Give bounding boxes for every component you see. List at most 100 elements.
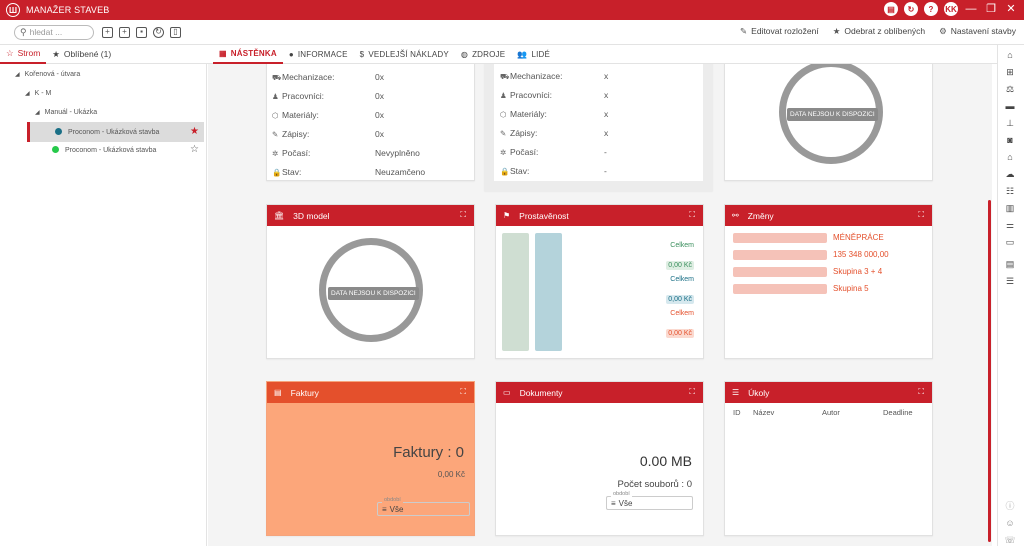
edit-layout-button[interactable]: ✎ Editovat rozložení [740,26,819,36]
add-folder-icon[interactable]: + [119,26,130,38]
info-value: x [604,128,609,138]
person-icon: ♟ [500,91,507,100]
invoice-amount: 0,00 Kč [437,470,465,479]
expand-icon[interactable]: ⛶ [918,387,924,396]
support-icon[interactable]: ☺ [1005,518,1015,528]
flag-icon: ⚑ [503,211,511,220]
info-row: ⬡ Materiály: [272,110,319,120]
expand-icon[interactable]: ⛶ [689,387,695,396]
card-3d-model: 🏛 3D model ⛶ DATA NEJSOU K DISPOZICI [266,204,475,359]
column-header[interactable]: Deadline [883,408,913,417]
expand-icon[interactable]: ⛶ [918,210,924,219]
home-icon[interactable]: ⌂ [1007,50,1013,60]
add-document-icon[interactable]: ⊞ [1006,67,1014,77]
monitor-icon[interactable]: ▭ [1005,237,1015,247]
camera-icon[interactable]: ◙ [1007,135,1013,145]
toolbar: ⚲ hledat ... + + ▪ ↻ ▯ ✎ Editovat rozložen… [0,20,1024,45]
info-icon[interactable]: ⓘ [1005,501,1015,511]
document-icon[interactable]: ▤ [1005,259,1015,269]
settings-sliders-icon[interactable]: ⚌ [1005,220,1015,230]
remove-favorite-button[interactable]: ★ Odebrat z oblíbených [832,26,926,36]
expand-icon[interactable]: ⛶ [689,210,695,219]
crane-icon[interactable]: ⊥ [1006,118,1014,128]
legend-label: Celkem [670,242,694,249]
info-row: ♟ Pracovníci: [500,90,553,100]
info-row: 🔒Stav: [500,166,530,176]
delete-icon[interactable]: ▯ [170,26,181,38]
favorite-star-icon[interactable]: ★ [190,126,199,137]
tab-nastenka[interactable]: ▦ NÁSTĚNKA [213,45,283,64]
phone-icon[interactable]: ☏ [1004,535,1016,545]
tab-informace[interactable]: ● INFORMACE [288,49,348,59]
collapse-icon[interactable]: ◢ [25,91,30,97]
card-body [494,64,703,181]
restore-icon[interactable]: ❐ [986,3,996,15]
notification-icon[interactable]: ↻ [904,2,918,16]
close-icon[interactable]: ✕ [1006,3,1016,15]
empty-ring [779,64,883,164]
tab-oblibene[interactable]: ★ Oblíbené (1) [52,48,112,60]
collapse-icon[interactable]: ◢ [35,110,40,116]
card-dokumenty: ▭ Dokumenty ⛶ 0.00 MB Počet souborů : 0 ob… [495,381,704,536]
search-icon: ⚲ [20,26,27,37]
period-filter[interactable]: období ≡ Vše [377,497,470,516]
daily-info-card: ⛟Mechanizace: 0x ♟ Pracovníci: 0x ⬡ Materiál… [266,64,475,181]
info-value: - [604,147,607,157]
layers-icon[interactable]: ☰ [1005,276,1015,286]
column-header[interactable]: Autor [822,408,840,417]
material-icon: ⬡ [272,111,279,120]
user-avatar[interactable]: KK [944,2,958,16]
period-filter[interactable]: období ≡ Vše [606,491,693,510]
document-icon[interactable]: ▤ [884,2,898,16]
collapse-icon[interactable]: ◢ [15,72,20,78]
legend-label: Celkem [670,276,694,283]
tree-item[interactable]: ◢ Manuál - Ukázka [35,109,98,116]
documents-size: 0.00 MB [639,453,692,469]
status-dot [52,146,59,153]
documents-count: Počet souborů : 0 [617,479,692,490]
pencil-icon: ✎ [500,129,507,138]
info-row: ✎ Zápisy: [500,128,538,138]
empty-ring [319,238,423,342]
tab-strom[interactable]: ☆ Strom [0,45,47,64]
expand-icon[interactable]: ⛶ [460,387,466,396]
main-tabs: ▦ NÁSTĚNKA ● INFORMACE $ VEDLEJŠÍ NÁKLADY ◍… [207,45,1000,64]
info-row: ⬡ Materiály: [500,109,547,119]
card-faktury: ▤ Faktury ⛶ Faktury : 0 0,00 Kč období ≡ Vše [266,381,475,536]
card-header: ▤ Faktury ⛶ [267,382,474,403]
print-icon[interactable]: ▬ [1005,101,1015,111]
tab-vedlejsi-naklady[interactable]: $ VEDLEJŠÍ NÁKLADY [359,49,449,59]
save-icon[interactable]: ▪ [136,26,147,38]
favorite-star-outline-icon[interactable]: ☆ [190,144,199,155]
tab-lide[interactable]: 👥 LIDÉ [517,49,551,59]
book-icon[interactable]: ▥ [1005,203,1015,213]
add-icon[interactable]: + [102,26,113,38]
weather-icon: ✲ [500,148,507,157]
info-value: x [604,109,609,119]
cloud-icon[interactable]: ☁ [1005,169,1015,179]
balance-icon[interactable]: ⚖ [1005,84,1015,94]
change-bar [733,233,827,243]
resources-icon: ◍ [460,49,469,59]
help-icon[interactable]: ? [924,2,938,16]
card-header: ⚯ Změny ⛶ [725,205,932,226]
bank-icon[interactable]: ⌂ [1007,152,1013,162]
expand-icon[interactable]: ⛶ [460,210,466,219]
column-header[interactable]: Název [753,408,775,417]
previous-day-info-card: ⛟Mechanizace: x ♟ Pracovníci: x ⬡ Materiály:… [484,64,713,191]
material-icon: ⬡ [500,110,507,119]
tree-item[interactable]: ◢ K - M [25,90,52,97]
tree-item[interactable]: ◢ Kořenová - útvara [15,71,81,78]
checklist-icon[interactable]: ☷ [1005,186,1015,196]
tab-zdroje[interactable]: ◍ ZDROJE [460,49,506,59]
scrollbar[interactable] [988,200,991,542]
column-header[interactable]: ID [733,408,741,417]
left-tabs: ☆ Strom ★ Oblíbené (1) [0,45,207,64]
refresh-icon[interactable]: ↻ [153,26,164,38]
minimize-icon[interactable]: — [965,3,977,15]
tree-item[interactable]: Proconom - Ukázková stavba ☆ [27,143,204,159]
tree-item-selected[interactable]: Proconom - Ukázková stavba ★ [27,122,204,142]
search-input[interactable]: ⚲ hledat ... [14,24,94,40]
lock-icon: 🔒 [272,168,282,177]
building-settings-button[interactable]: ⚙ Nastavení stavby [939,26,1016,36]
